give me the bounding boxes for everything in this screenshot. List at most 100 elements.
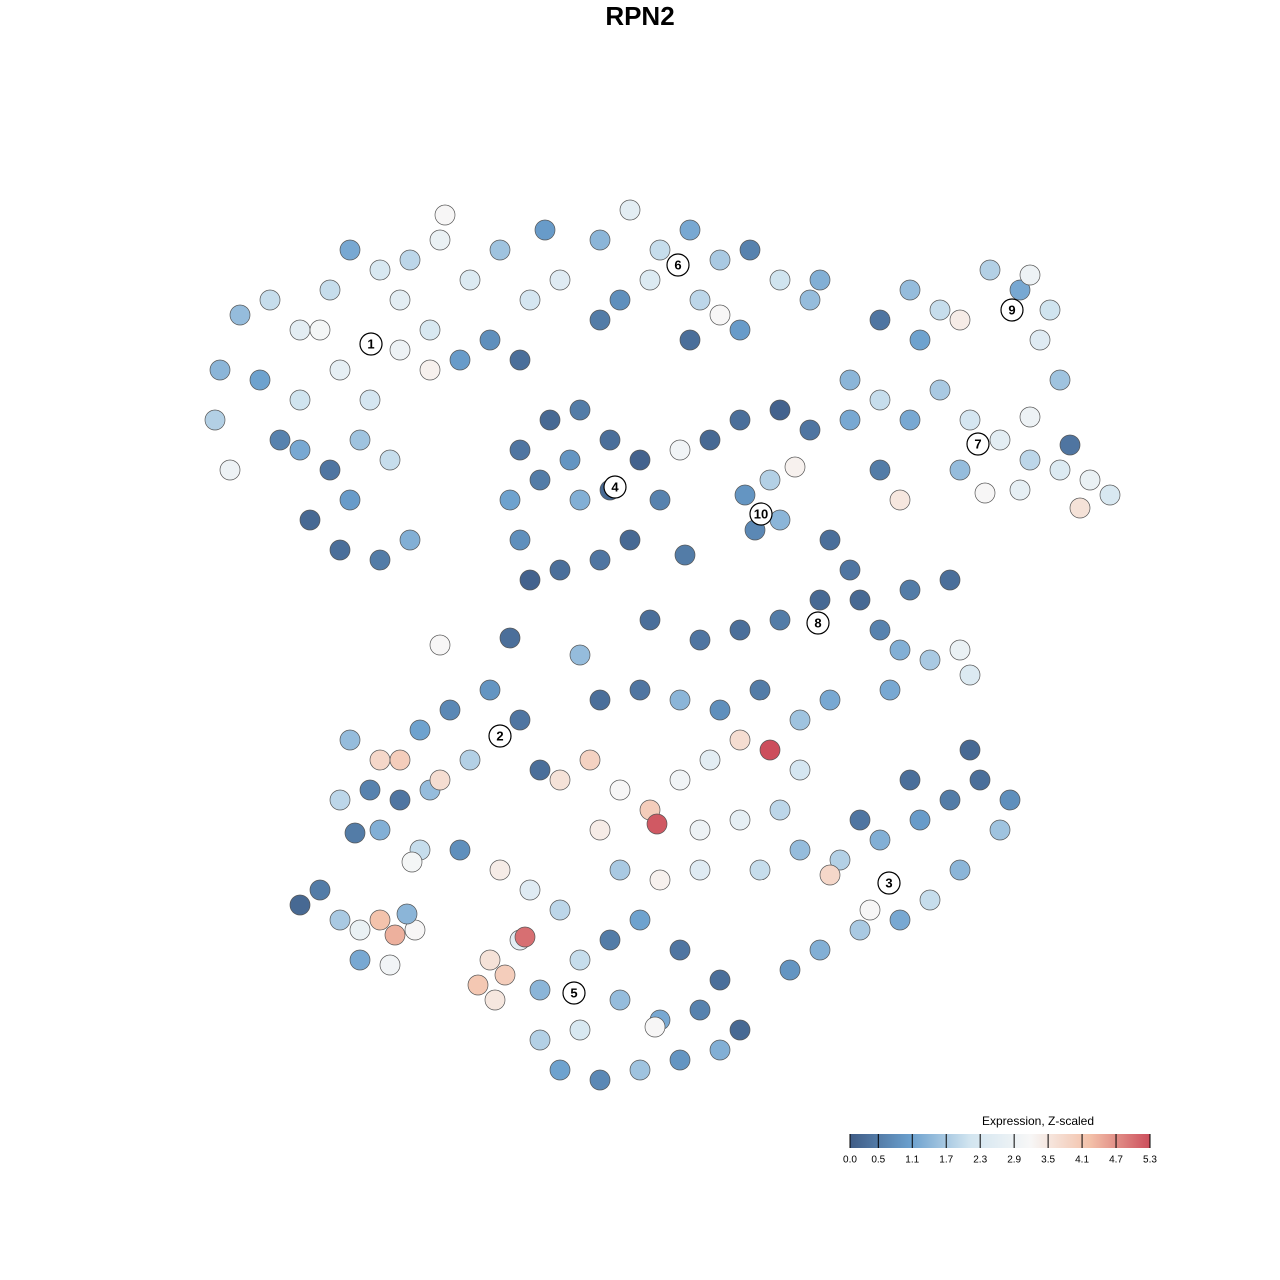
point [729,809,751,831]
point [869,829,891,851]
point [1029,329,1051,351]
point [589,549,611,571]
point [959,664,981,686]
point [679,329,701,351]
colorbar-tick-label: 2.3 [973,1155,987,1166]
point [449,349,471,371]
colorbar-tick-label: 3.5 [1041,1155,1055,1166]
point [309,319,331,341]
cluster-label: 1 [367,336,374,351]
point [729,409,751,431]
point [509,529,531,551]
points [204,199,1121,1091]
point [819,864,841,886]
point [434,204,456,226]
point [389,289,411,311]
point [204,409,226,431]
point [429,229,451,251]
point [329,909,351,931]
point [269,429,291,451]
point [1009,479,1031,501]
point [749,679,771,701]
point [509,349,531,371]
point [499,627,521,649]
point [569,489,591,511]
point [479,679,501,701]
point [329,359,351,381]
point [669,1049,691,1071]
point [639,269,661,291]
point [674,544,696,566]
point [769,399,791,421]
point [289,439,311,461]
point [259,289,281,311]
point [819,689,841,711]
point [529,1029,551,1051]
point [209,359,231,381]
point [689,629,711,651]
cluster-label: 6 [674,257,681,272]
point [649,869,671,891]
point [289,319,311,341]
point [379,449,401,471]
point [1079,469,1101,491]
point [649,489,671,511]
point [589,229,611,251]
point [401,851,423,873]
point [489,239,511,261]
point [494,964,516,986]
point [619,529,641,551]
point [709,249,731,271]
point [519,289,541,311]
point [959,739,981,761]
point [1019,406,1041,428]
point [919,889,941,911]
point [389,749,411,771]
point [789,709,811,731]
point [979,259,1001,281]
point [499,489,521,511]
point [759,739,781,761]
cluster-label: 9 [1008,302,1015,317]
colorbar-title: Expression, Z-scaled [982,1114,1094,1128]
point [649,239,671,261]
cluster-marker [603,475,627,499]
point [529,759,551,781]
point [489,859,511,881]
point [809,939,831,961]
point [709,304,731,326]
point [769,799,791,821]
point [739,239,761,261]
point [519,879,541,901]
point [709,699,731,721]
point [619,199,641,221]
point [319,459,341,481]
colorbar-tick-label: 1.7 [939,1155,953,1166]
point [369,819,391,841]
point [559,449,581,471]
cluster-label: 7 [974,436,981,451]
point [479,949,501,971]
point [509,439,531,461]
point [459,749,481,771]
cluster-marker [806,611,830,635]
point [549,1059,571,1081]
point [849,809,871,831]
point [989,819,1011,841]
point [829,849,851,871]
point [969,769,991,791]
cluster-marker [966,432,990,456]
point [289,389,311,411]
point [369,259,391,281]
point [359,389,381,411]
point [1019,264,1041,286]
point [949,309,971,331]
point [399,529,421,551]
point [299,509,321,531]
point [929,299,951,321]
colorbar-tick-label: 0.5 [871,1155,885,1166]
point [646,813,668,835]
point [869,459,891,481]
point [569,1019,591,1041]
